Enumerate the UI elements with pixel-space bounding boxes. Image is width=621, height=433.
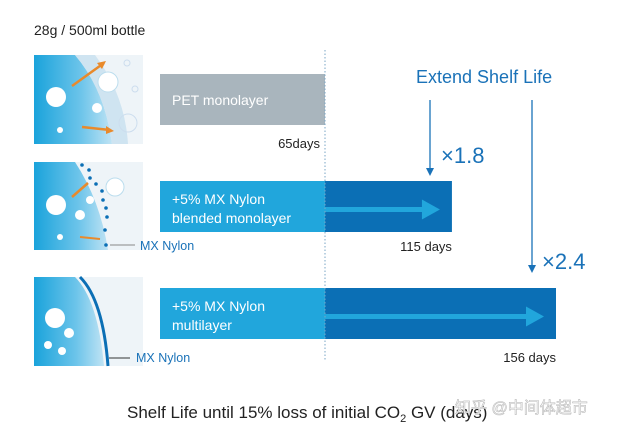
extension-arrow-head-1 <box>421 199 440 220</box>
bar-baseline-segment-1 <box>160 181 325 232</box>
value-label-2: 156 days <box>503 350 556 365</box>
mx-nylon-label-blended: MX Nylon <box>140 239 194 253</box>
bottle-illustration-blended <box>34 162 143 250</box>
bottle-illustration-pet <box>34 55 143 144</box>
bar-extension-segment-2 <box>325 288 556 339</box>
value-label-1: 115 days <box>400 239 452 254</box>
bar-baseline-segment-2 <box>160 288 325 339</box>
x-axis-label: Shelf Life until 15% loss of initial CO2… <box>127 403 487 425</box>
extension-arrow-head-2 <box>526 306 544 327</box>
value-label-0: 65days <box>278 136 320 151</box>
extend-shelf-life-label: Extend Shelf Life <box>416 67 552 87</box>
bar-label-1-1: blended monolayer <box>172 210 291 226</box>
multiplier-2.4: ×2.4 <box>542 249 585 274</box>
bar-label-2-0: +5% MX Nylon <box>172 298 265 314</box>
bar-label-2-1: multilayer <box>172 317 232 333</box>
mx-nylon-label-multilayer: MX Nylon <box>136 351 190 365</box>
chart-subtitle: 28g / 500ml bottle <box>34 22 146 38</box>
extend-arrow-2 <box>528 100 536 273</box>
bar-label-1-0: +5% MX Nylon <box>172 191 265 207</box>
bottle-illustration-multilayer <box>34 275 143 367</box>
bar-label-0-0: PET monolayer <box>172 92 269 108</box>
extend-arrow-1 <box>426 100 434 176</box>
bar-pet-monolayer <box>160 74 325 125</box>
bars-group: PET monolayer 65days +5% MX Nylon blended m… <box>160 50 556 365</box>
multiplier-1.8: ×1.8 <box>441 143 484 168</box>
watermark: 知乎 @中间体超市 <box>455 399 588 417</box>
